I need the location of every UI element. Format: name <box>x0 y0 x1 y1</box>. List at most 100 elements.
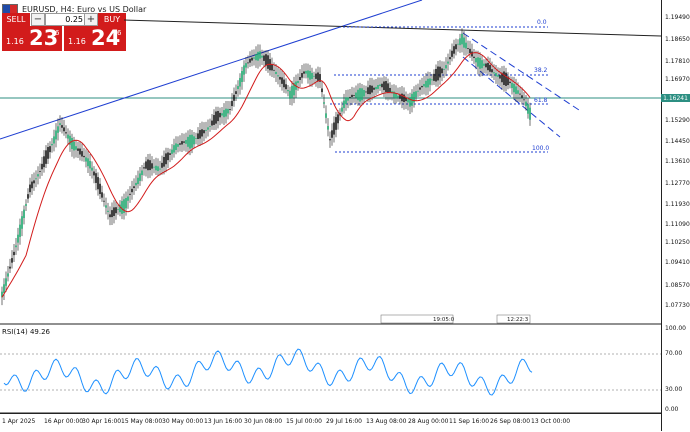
candlestick <box>179 135 181 152</box>
candlestick <box>357 83 359 106</box>
candlestick <box>215 106 217 130</box>
candlestick <box>67 128 69 145</box>
sell-button[interactable]: SELL <box>2 13 30 26</box>
candlestick <box>369 77 371 103</box>
candlestick <box>133 178 135 195</box>
candlestick <box>315 68 317 87</box>
trendline-black[interactable] <box>123 19 662 37</box>
candlestick <box>485 58 487 74</box>
candlestick <box>183 133 185 151</box>
candlestick <box>235 84 237 101</box>
candlestick <box>403 87 405 110</box>
candlestick <box>53 129 55 152</box>
candlestick <box>351 86 353 106</box>
candlestick <box>95 168 97 191</box>
candlestick <box>477 50 479 75</box>
candlestick <box>227 100 229 120</box>
candlestick <box>313 71 315 85</box>
candlestick <box>455 38 457 56</box>
candlestick <box>93 166 95 184</box>
candlestick <box>109 206 111 226</box>
price-axis-label: 1.17810 <box>665 58 690 65</box>
candlestick <box>171 144 173 161</box>
candlestick <box>447 53 449 71</box>
volume-input[interactable]: 0.25 <box>45 13 86 26</box>
candlestick <box>283 72 285 93</box>
candlestick <box>21 211 23 237</box>
candlestick <box>87 150 89 174</box>
candlestick <box>343 93 345 114</box>
candlestick <box>99 178 101 200</box>
candlestick <box>383 76 385 98</box>
sell-quote[interactable]: 1.16 23 6 <box>2 26 62 51</box>
time-axis-label: 13 Jun 16:00 <box>204 418 243 425</box>
candlestick <box>1 286 3 306</box>
candlestick <box>459 33 461 53</box>
candlestick <box>129 186 131 203</box>
candlestick <box>449 49 451 65</box>
candlestick <box>209 118 211 132</box>
candlestick <box>219 107 221 126</box>
candlestick <box>187 130 189 155</box>
candlestick <box>139 167 141 186</box>
candlestick <box>25 199 27 212</box>
time-axis-label: 26 Sep 08:00 <box>490 418 531 425</box>
candlestick <box>439 60 441 85</box>
candlestick <box>499 67 501 87</box>
volume-decrease-button[interactable]: − <box>31 13 45 26</box>
candlestick <box>457 39 459 52</box>
time-axis-label: 29 Jul 16:00 <box>326 418 362 425</box>
candlestick <box>379 77 381 91</box>
candlestick <box>41 156 43 176</box>
candlestick <box>13 243 15 263</box>
candlestick <box>107 202 109 220</box>
candlestick <box>341 101 343 116</box>
candlestick <box>431 73 433 86</box>
time-axis-label: 15 Jul 00:00 <box>286 418 322 425</box>
candlestick <box>211 113 213 130</box>
candlestick <box>241 66 243 90</box>
candlestick <box>111 202 113 226</box>
candlestick <box>481 55 483 77</box>
candlestick <box>453 39 455 59</box>
candlestick <box>373 79 375 97</box>
candlestick <box>279 69 281 88</box>
candlestick <box>329 131 331 148</box>
price-axis-label: 1.11930 <box>665 201 690 208</box>
price-channel[interactable] <box>462 32 583 138</box>
candlestick <box>461 28 463 53</box>
candlestick <box>147 153 149 179</box>
candlestick <box>463 31 465 56</box>
candlestick <box>377 77 379 94</box>
candlestick <box>527 98 529 119</box>
candlestick <box>153 159 155 174</box>
candlestick <box>17 227 19 251</box>
volume-increase-button[interactable]: + <box>84 13 98 26</box>
candlestick <box>61 117 63 134</box>
candlestick <box>159 160 161 176</box>
candlestick <box>445 57 447 77</box>
buy-button[interactable]: BUY <box>98 13 126 26</box>
time-axis-label: 15 May 08:00 <box>121 418 163 425</box>
candlestick <box>115 200 117 220</box>
candlestick <box>161 155 163 175</box>
event-markers[interactable] <box>380 314 531 324</box>
candlestick <box>521 87 523 105</box>
candlestick <box>135 175 137 192</box>
rsi-axis-label: 70.00 <box>665 350 683 357</box>
candlestick <box>285 78 287 94</box>
candlestick <box>57 118 59 141</box>
buy-quote[interactable]: 1.16 24 6 <box>64 26 126 51</box>
candlestick <box>19 218 21 245</box>
candlestick <box>35 170 37 188</box>
time-axis-label: 16 Apr 00:00 <box>44 418 84 425</box>
trendline-blue[interactable] <box>0 0 423 140</box>
price-axis-label: 1.07730 <box>665 302 690 309</box>
fib-retracement[interactable] <box>330 26 548 153</box>
candlestick <box>51 138 53 153</box>
candlestick <box>3 278 5 301</box>
candlestick <box>265 50 267 71</box>
candlestick <box>69 130 71 152</box>
candlestick <box>275 64 277 82</box>
candlestick <box>327 118 329 137</box>
